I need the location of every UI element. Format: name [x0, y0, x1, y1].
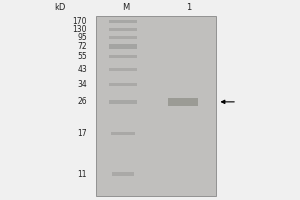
Text: 72: 72 — [77, 42, 87, 51]
Text: 11: 11 — [77, 170, 87, 179]
Bar — [112, 172, 134, 176]
Bar — [109, 55, 137, 58]
Bar — [109, 44, 137, 49]
Bar — [111, 132, 135, 135]
Text: 26: 26 — [77, 97, 87, 106]
Text: 55: 55 — [77, 52, 87, 61]
Bar — [109, 36, 137, 39]
Text: 43: 43 — [77, 65, 87, 74]
Bar — [109, 28, 137, 31]
Text: 130: 130 — [73, 25, 87, 34]
Bar — [168, 98, 198, 106]
Text: kD: kD — [54, 3, 66, 12]
Bar — [96, 16, 216, 196]
Text: 17: 17 — [77, 129, 87, 138]
Text: 95: 95 — [77, 33, 87, 42]
Text: 1: 1 — [186, 3, 192, 12]
Bar — [109, 83, 137, 86]
Bar — [109, 20, 137, 23]
Bar — [109, 100, 137, 104]
Text: 34: 34 — [77, 80, 87, 89]
Text: M: M — [122, 3, 130, 12]
Bar — [109, 68, 137, 71]
Text: 170: 170 — [73, 17, 87, 26]
